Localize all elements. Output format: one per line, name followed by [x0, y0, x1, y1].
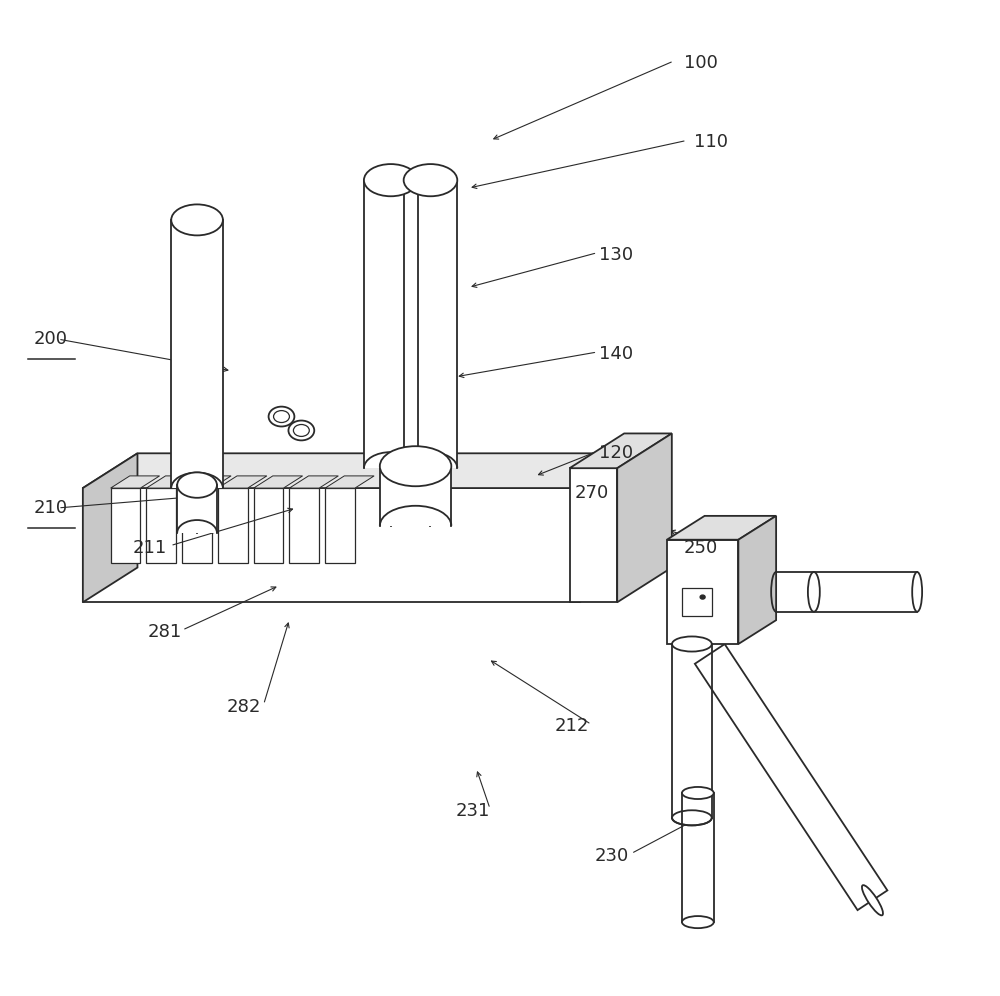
Ellipse shape [269, 406, 294, 426]
Ellipse shape [682, 787, 714, 799]
Bar [682, 589, 712, 617]
Polygon shape [570, 468, 617, 603]
Bar [672, 644, 712, 818]
Polygon shape [146, 476, 195, 488]
Bar [404, 180, 457, 468]
Text: 140: 140 [599, 345, 633, 363]
Bar [325, 488, 355, 563]
Ellipse shape [288, 420, 314, 440]
Polygon shape [111, 476, 160, 488]
Ellipse shape [380, 446, 451, 486]
Ellipse shape [672, 636, 712, 651]
Ellipse shape [293, 424, 309, 436]
Polygon shape [617, 433, 672, 603]
Text: 212: 212 [555, 717, 589, 735]
Polygon shape [325, 476, 374, 488]
Ellipse shape [672, 811, 712, 826]
Polygon shape [289, 476, 338, 488]
Ellipse shape [682, 916, 714, 928]
Polygon shape [738, 516, 776, 644]
Bar [146, 488, 176, 563]
Text: 230: 230 [594, 847, 629, 865]
Bar [364, 180, 418, 468]
Bar [171, 220, 223, 488]
Ellipse shape [808, 572, 820, 612]
Text: 200: 200 [33, 330, 67, 348]
Polygon shape [83, 453, 634, 488]
Bar [380, 466, 451, 526]
Polygon shape [667, 516, 776, 540]
Bar [182, 488, 212, 563]
Text: 120: 120 [599, 444, 633, 462]
Text: 270: 270 [574, 484, 609, 502]
Text: 110: 110 [694, 133, 728, 151]
Ellipse shape [912, 572, 922, 612]
Bar [177, 485, 217, 533]
Text: 210: 210 [33, 499, 67, 517]
Polygon shape [579, 453, 634, 603]
Polygon shape [570, 433, 672, 468]
Ellipse shape [177, 472, 217, 498]
Bar [254, 488, 283, 563]
Bar [218, 488, 248, 563]
Polygon shape [83, 488, 579, 603]
Text: 211: 211 [133, 539, 167, 557]
Bar [682, 793, 714, 922]
Bar [776, 572, 917, 612]
Ellipse shape [404, 164, 457, 196]
Polygon shape [83, 453, 137, 603]
Text: 250: 250 [684, 539, 718, 557]
Polygon shape [254, 476, 303, 488]
Polygon shape [218, 476, 267, 488]
Ellipse shape [364, 164, 418, 196]
Polygon shape [695, 644, 887, 910]
Polygon shape [667, 540, 738, 644]
Polygon shape [182, 476, 231, 488]
Bar [289, 488, 319, 563]
Ellipse shape [171, 204, 223, 235]
Text: 231: 231 [455, 802, 490, 820]
Text: 100: 100 [684, 54, 718, 72]
Text: 281: 281 [147, 623, 182, 641]
Text: 130: 130 [599, 246, 633, 264]
Bar [111, 488, 140, 563]
Text: 282: 282 [227, 697, 261, 715]
Ellipse shape [862, 885, 883, 915]
Ellipse shape [700, 595, 705, 599]
Ellipse shape [274, 410, 289, 422]
